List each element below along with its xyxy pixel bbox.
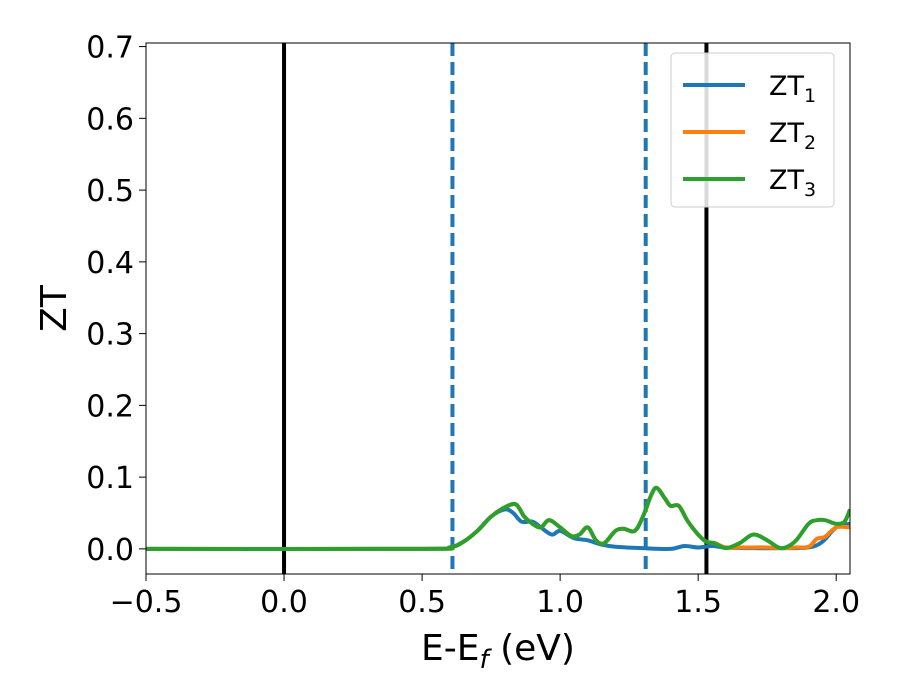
x-axis-label-unit: (eV)	[489, 628, 575, 669]
x-axis: −0.5 0.0 0.5 1.0 1.5 2.0	[110, 574, 860, 620]
y-tick-label: 0.3	[86, 318, 134, 353]
y-tick-label: 0.6	[86, 102, 134, 137]
legend: ZT1 ZT2 ZT3	[670, 52, 835, 208]
x-tick-label: 2.0	[812, 585, 860, 620]
y-tick-label: 0.0	[86, 533, 134, 568]
y-tick-label: 0.7	[86, 31, 134, 66]
plot-frame	[145, 42, 851, 575]
x-axis-label: E-Ef (eV)	[421, 628, 575, 675]
x-tick-label: 0.5	[398, 585, 446, 620]
x-tick-label: 1.0	[536, 585, 584, 620]
legend-label-zt1: ZT1	[769, 71, 816, 107]
series-line-zt1	[146, 507, 850, 551]
x-axis-label-main: E-E	[421, 628, 479, 669]
y-tick-label: 0.2	[86, 389, 134, 424]
x-tick-label: 1.5	[674, 585, 722, 620]
series-line-zt3	[146, 485, 850, 551]
y-axis-label: ZT	[34, 284, 75, 332]
y-axis: 0.0 0.1 0.2 0.3 0.4 0.5 0.6 0.7	[86, 31, 146, 568]
legend-label-zt3: ZT3	[769, 165, 816, 201]
y-tick-label: 0.5	[86, 174, 134, 209]
y-tick-label: 0.4	[86, 246, 134, 281]
legend-box	[670, 52, 835, 208]
y-tick-label: 0.1	[86, 461, 134, 496]
series-lines	[146, 485, 850, 551]
vertical-reference-lines	[282, 43, 709, 574]
x-tick-label: −0.5	[110, 585, 183, 620]
x-tick-label: 0.0	[260, 585, 308, 620]
legend-label-zt2: ZT2	[769, 118, 816, 154]
